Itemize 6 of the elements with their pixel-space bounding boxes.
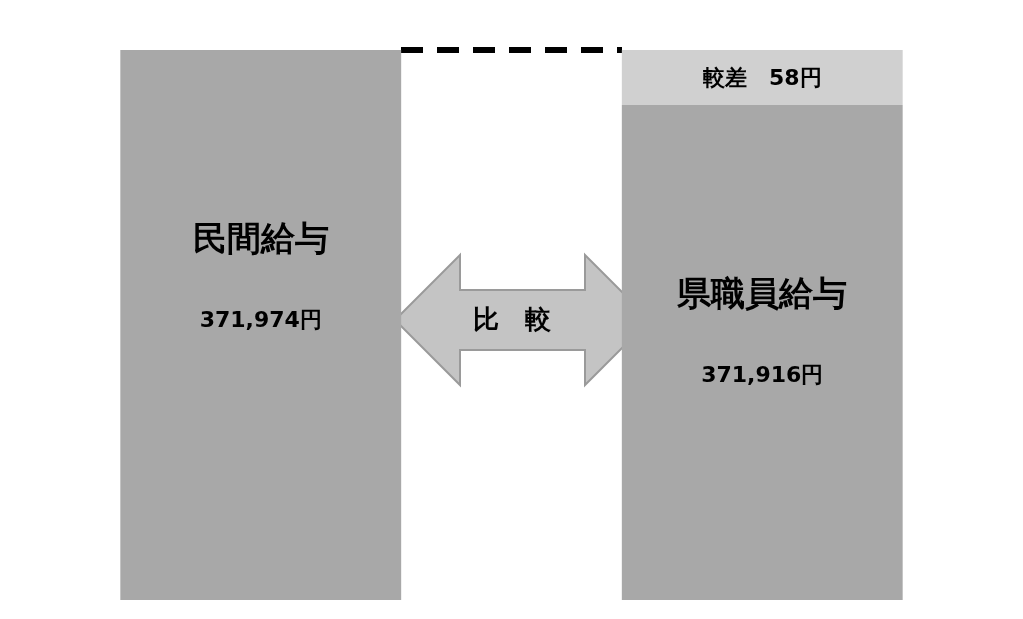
data-label: 371,974円: [199, 307, 322, 332]
data-label: 371,916円: [701, 362, 824, 387]
category-label: 県職員給与: [676, 273, 848, 313]
data-label: 較差 58円: [702, 64, 822, 90]
category-label: 民間給与: [192, 218, 329, 258]
text: 比 較: [472, 304, 552, 334]
